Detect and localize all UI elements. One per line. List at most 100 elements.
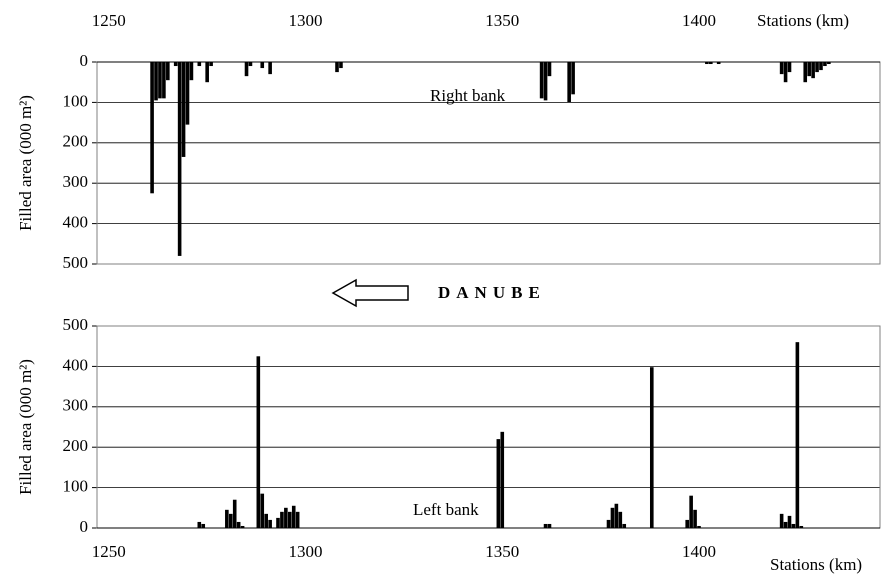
bar: [264, 513, 268, 528]
bar: [606, 519, 611, 528]
bar: [787, 515, 792, 528]
bar: [150, 62, 154, 194]
annotation: Left bank: [413, 500, 479, 519]
bar: [779, 62, 784, 75]
bar: [795, 342, 800, 528]
y-tick-label: 100: [63, 91, 89, 110]
bar: [339, 62, 343, 69]
bar: [819, 62, 823, 71]
y-tick-label: 400: [63, 355, 89, 374]
bar: [287, 511, 292, 528]
x-tick-label: 1250: [92, 542, 126, 561]
bar: [716, 62, 721, 65]
bar: [201, 523, 206, 528]
bar: [189, 62, 194, 81]
bar: [185, 62, 190, 125]
bar: [209, 62, 213, 67]
bar: [547, 523, 552, 528]
bar: [827, 62, 831, 65]
bar: [685, 519, 690, 528]
bar: [228, 513, 233, 528]
y-tick-label: 300: [63, 172, 89, 191]
annotation: Right bank: [430, 86, 506, 105]
bar: [205, 62, 209, 83]
bar: [697, 525, 701, 528]
bar: [291, 505, 296, 528]
bar: [705, 62, 709, 65]
bar: [154, 62, 158, 101]
direction-label: DANUBE: [438, 283, 546, 302]
x-tick-label: 1350: [485, 11, 519, 30]
bar: [276, 517, 280, 528]
bar: [791, 523, 796, 528]
bar: [232, 499, 237, 528]
bar: [197, 62, 202, 67]
bar: [240, 525, 245, 528]
x-tick-label: 1400: [682, 11, 716, 30]
bar: [567, 62, 571, 103]
y-tick-label: 500: [63, 253, 89, 272]
x-tick-label: 1400: [682, 542, 716, 561]
bar: [543, 62, 548, 101]
bar: [815, 62, 819, 73]
bar: [260, 62, 265, 69]
bar: [539, 62, 544, 99]
bar: [649, 367, 654, 528]
bar: [500, 431, 505, 528]
bar: [787, 62, 792, 73]
y-tick-label: 500: [63, 315, 89, 334]
bar: [807, 62, 811, 77]
bar: [158, 62, 162, 99]
bar: [610, 507, 615, 528]
y-tick-label: 100: [63, 477, 89, 496]
bar: [823, 62, 827, 67]
bar: [547, 62, 552, 77]
bar: [177, 62, 182, 256]
x-axis-label: Stations (km): [757, 11, 849, 30]
bar: [260, 493, 265, 528]
x-tick-label: 1250: [92, 11, 126, 30]
x-tick-label: 1300: [289, 11, 323, 30]
bar: [162, 62, 166, 99]
bar: [614, 503, 619, 528]
y-tick-label: 0: [80, 517, 89, 536]
bar: [689, 495, 693, 528]
bar: [197, 521, 202, 528]
y-tick-label: 300: [63, 396, 89, 415]
bar: [811, 62, 815, 79]
bar: [571, 62, 575, 95]
bar: [543, 523, 548, 528]
bar: [166, 62, 170, 81]
bar: [225, 509, 229, 528]
bar: [693, 509, 697, 528]
bar: [779, 513, 784, 528]
plot-frame: [96, 325, 881, 529]
direction-arrow: [331, 278, 409, 308]
bar: [244, 62, 249, 77]
y-tick-label: 200: [63, 436, 89, 455]
bar: [173, 62, 178, 67]
bar: [295, 511, 300, 528]
bar: [248, 62, 253, 67]
bar: [799, 525, 804, 528]
bar: [236, 521, 241, 528]
bar: [268, 519, 272, 528]
y-axis-label: Filled area (000 m²): [16, 359, 35, 495]
bar: [284, 507, 288, 528]
bar: [280, 511, 284, 528]
x-tick-label: 1350: [485, 542, 519, 561]
bar: [496, 439, 501, 528]
y-tick-label: 0: [80, 51, 89, 70]
bar: [181, 62, 186, 157]
bar: [803, 62, 808, 83]
bar: [618, 511, 623, 528]
bar: [622, 523, 627, 528]
y-tick-label: 200: [63, 132, 89, 151]
bar: [709, 62, 713, 65]
bar: [783, 521, 788, 528]
y-axis-label: Filled area (000 m²): [16, 95, 35, 231]
bar: [335, 62, 339, 73]
bar: [783, 62, 788, 83]
x-axis-label: Stations (km): [770, 555, 862, 574]
